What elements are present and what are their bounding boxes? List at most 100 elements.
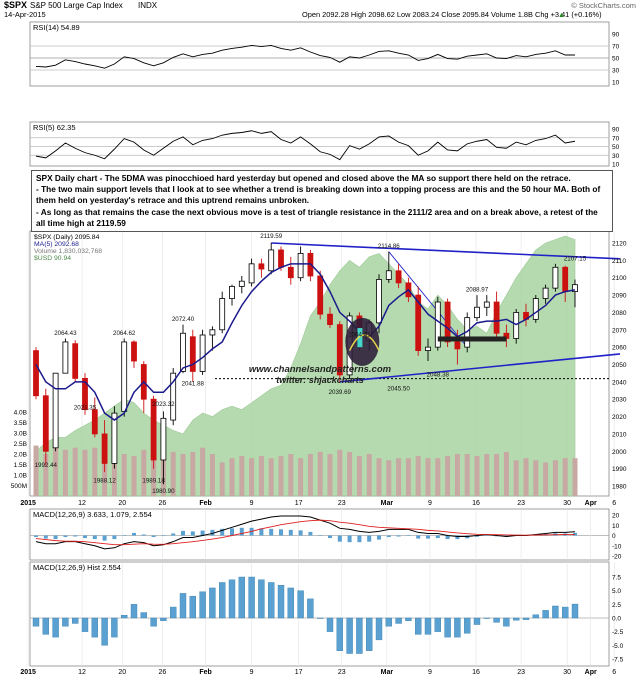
macd-hist-bar bbox=[337, 535, 342, 542]
hist-bar bbox=[434, 617, 441, 632]
hist-bar bbox=[150, 617, 157, 627]
hist-bar bbox=[287, 587, 294, 619]
hist-bar bbox=[366, 617, 373, 651]
rsi14-panel bbox=[29, 21, 610, 87]
hist-bar bbox=[513, 617, 520, 621]
rsi5-tick: 10 bbox=[612, 162, 620, 169]
candle-body bbox=[131, 341, 137, 362]
macd-hist-bar bbox=[318, 535, 323, 536]
volume-bar bbox=[278, 456, 284, 496]
candle-body bbox=[493, 301, 500, 334]
volume-bar bbox=[347, 451, 353, 496]
triangle-trendline bbox=[339, 353, 621, 383]
volume-bar bbox=[249, 458, 255, 496]
x-axis-label: 9 bbox=[428, 669, 432, 676]
volume-bar bbox=[141, 449, 147, 496]
hist-bar bbox=[189, 595, 197, 619]
volume-bar bbox=[62, 449, 68, 496]
macd-hist-bar bbox=[171, 533, 176, 536]
candle-body bbox=[150, 398, 157, 461]
volume-bar bbox=[337, 449, 343, 496]
candle-body bbox=[219, 298, 226, 331]
macd-hist-bar bbox=[367, 535, 372, 542]
volume-bar bbox=[170, 451, 176, 496]
candle-body bbox=[33, 350, 39, 397]
price-label: 2088.97 bbox=[466, 287, 489, 294]
candle-body bbox=[170, 372, 177, 421]
candle-body bbox=[513, 312, 520, 339]
volume-tick: 1.0B bbox=[14, 473, 27, 480]
price-tick: 2000 bbox=[612, 449, 627, 456]
hist-bar bbox=[307, 598, 314, 619]
hist-bar bbox=[464, 617, 471, 634]
candle-body bbox=[72, 343, 79, 379]
volume-bar bbox=[288, 454, 294, 496]
candle-body bbox=[278, 249, 284, 268]
macd-hist-bar bbox=[210, 529, 215, 536]
candle-body bbox=[434, 301, 441, 348]
volume-bar bbox=[180, 454, 186, 496]
price-label: 2041.88 bbox=[182, 380, 205, 387]
volume-bar bbox=[219, 462, 225, 496]
volume-bar bbox=[258, 456, 264, 496]
macd-hist-bar bbox=[239, 527, 244, 536]
hist-bar bbox=[52, 617, 59, 638]
x-axis-label: Apr bbox=[585, 669, 597, 676]
volume-bar bbox=[425, 458, 431, 496]
volume-bar bbox=[464, 454, 470, 496]
price-label: 2064.43 bbox=[54, 330, 77, 337]
hist-bar bbox=[218, 582, 226, 619]
rsi14-label: RSI(14) 54.89 bbox=[33, 23, 80, 32]
candle-body bbox=[317, 275, 324, 315]
macd-hist-bar bbox=[426, 535, 430, 539]
volume-tick: 3.5B bbox=[14, 420, 27, 427]
volume-bar bbox=[327, 454, 333, 496]
volume-bar bbox=[454, 454, 460, 496]
volume-bar bbox=[82, 449, 88, 496]
candle-body bbox=[454, 341, 461, 350]
hist-bar bbox=[179, 593, 187, 619]
hist-bar bbox=[395, 617, 402, 624]
rsi5-tick: 90 bbox=[612, 127, 620, 134]
hist-bar bbox=[562, 606, 569, 619]
volume-bar bbox=[151, 449, 157, 496]
price-tick: 2120 bbox=[612, 241, 627, 248]
macd-hist-bar bbox=[161, 535, 166, 537]
hist-bar bbox=[120, 615, 128, 619]
macd-hist-bar bbox=[141, 534, 146, 536]
macd-hist-bar bbox=[83, 535, 87, 539]
x-axis-label: 26 bbox=[159, 500, 167, 507]
macd-hist-bar bbox=[181, 530, 185, 536]
macd-hist-bar bbox=[269, 528, 274, 536]
rsi5-tick: 30 bbox=[612, 153, 620, 160]
volume-tick: 3.0B bbox=[14, 431, 27, 438]
candle-body bbox=[160, 417, 167, 461]
volume-tick: 4.0B bbox=[14, 410, 27, 417]
price-tick: 2030 bbox=[612, 397, 627, 404]
hist-bar bbox=[297, 590, 304, 619]
rsi5-line bbox=[35, 130, 576, 161]
candle-body bbox=[248, 263, 255, 284]
price-tick: 2010 bbox=[612, 431, 627, 438]
macd-tick: 10 bbox=[612, 523, 620, 530]
x-axis-label: 30 bbox=[563, 500, 571, 507]
price-tick: 2060 bbox=[612, 345, 627, 352]
candle-body bbox=[258, 263, 265, 270]
x-axis-label: 9 bbox=[250, 669, 254, 676]
volume-bar bbox=[43, 454, 49, 496]
candle-body bbox=[327, 313, 333, 325]
price-label: 1988.12 bbox=[93, 478, 116, 485]
x-axis-label: 23 bbox=[517, 669, 525, 676]
hist-bar bbox=[160, 617, 167, 621]
price-label: 2114.86 bbox=[378, 243, 400, 250]
price-label: 1992.44 bbox=[35, 462, 58, 469]
hist-bar bbox=[91, 617, 99, 638]
chg-arrow: ▲ bbox=[558, 12, 565, 19]
candle-body bbox=[483, 301, 490, 308]
ma5-line bbox=[35, 263, 576, 421]
macd-hist-bar bbox=[445, 535, 450, 540]
price-tick: 2100 bbox=[612, 275, 627, 282]
macd-hist-bar bbox=[112, 535, 117, 540]
macd-hist-bar bbox=[357, 535, 362, 543]
hist-panel bbox=[29, 561, 610, 667]
